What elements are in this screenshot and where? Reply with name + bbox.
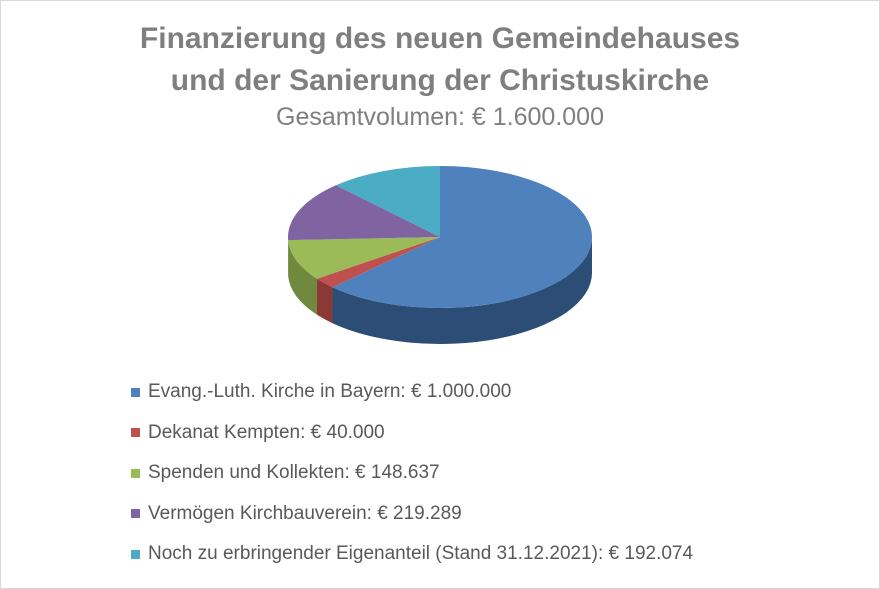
- pie-slice-side: [317, 278, 333, 324]
- chart-title: Finanzierung des neuen Gemeindehauses un…: [0, 18, 880, 102]
- legend-swatch: [131, 509, 140, 519]
- legend-item: Vermögen Kirchbauverein: € 219.289: [131, 494, 693, 535]
- chart-title-line-1: Finanzierung des neuen Gemeindehauses: [139, 22, 741, 55]
- pie-slice-side: [288, 240, 318, 315]
- chart-legend: Evang.-Luth. Kirche in Bayern: € 1.000.0…: [131, 372, 693, 575]
- legend-item: Noch zu erbringender Eigenanteil (Stand …: [131, 534, 693, 575]
- legend-label: Dekanat Kempten: € 40.000: [148, 421, 385, 443]
- legend-item: Dekanat Kempten: € 40.000: [131, 413, 693, 454]
- legend-label: Vermögen Kirchbauverein: € 219.289: [148, 502, 462, 524]
- legend-label: Evang.-Luth. Kirche in Bayern: € 1.000.0…: [148, 381, 512, 403]
- legend-swatch: [131, 468, 140, 478]
- chart-title-line-2: und der Sanierung der Christuskirche: [170, 64, 710, 97]
- pie-slice: [332, 166, 592, 309]
- legend-item: Spenden und Kollekten: € 148.637: [131, 453, 693, 494]
- pie-slice: [317, 237, 440, 288]
- pie-slice: [335, 166, 440, 237]
- legend-swatch: [131, 428, 140, 438]
- pie-slice: [288, 237, 440, 279]
- legend-label: Noch zu erbringender Eigenanteil (Stand …: [148, 543, 694, 565]
- legend-label: Spenden und Kollekten: € 148.637: [148, 462, 440, 484]
- legend-swatch: [131, 387, 140, 397]
- pie-slice-side: [332, 237, 592, 344]
- pie-slice: [288, 185, 440, 241]
- legend-swatch: [131, 549, 140, 559]
- chart-subtitle: Gesamtvolumen: € 1.600.000: [276, 103, 604, 131]
- legend-item: Evang.-Luth. Kirche in Bayern: € 1.000.0…: [131, 372, 693, 413]
